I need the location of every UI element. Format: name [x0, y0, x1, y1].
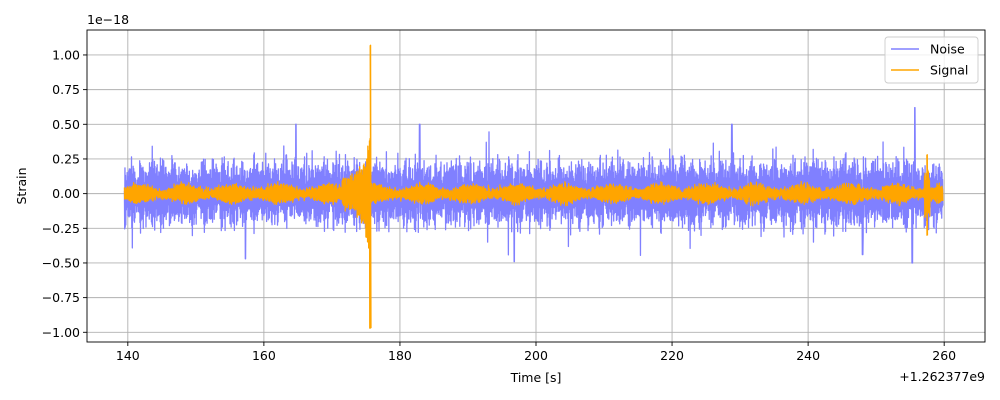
x-tick-label: 140: [116, 348, 140, 363]
grid-lines: [87, 30, 985, 342]
legend: Noise Signal: [884, 36, 979, 84]
x-axis-label: Time [s]: [510, 370, 562, 385]
y-tick-label: 1.00: [52, 47, 80, 62]
series-line-signal: [123, 44, 944, 329]
x-tick-label: 180: [388, 348, 412, 363]
y-tick-label: 0.25: [52, 151, 80, 166]
y-scale-text: 1e−18: [87, 12, 129, 27]
y-tick-label: −0.75: [42, 290, 80, 305]
y-tick-label: 0.50: [52, 117, 80, 132]
y-tick-label: −0.50: [42, 255, 80, 270]
y-tick-label: −0.25: [42, 221, 80, 236]
y-tick-label: 0.75: [52, 82, 80, 97]
y-tick-label: 0.00: [52, 186, 80, 201]
x-tick-label: 160: [252, 348, 276, 363]
x-tick-label: 220: [660, 348, 684, 363]
axis-ticks: 140 160 180 200 220 240 260 −1.00 −0.75 −0.50 −0.2…: [42, 47, 956, 363]
x-tick-label: 260: [932, 348, 956, 363]
x-tick-label: 200: [524, 348, 548, 363]
x-tick-label: 240: [796, 348, 820, 363]
y-axis-label: Strain: [14, 167, 29, 204]
y-tick-label: −1.00: [42, 325, 80, 340]
legend-label-noise: Noise: [930, 42, 965, 57]
legend-label-signal: Signal: [930, 63, 968, 78]
series-lines: [123, 44, 944, 329]
x-offset-text: +1.262377e9: [899, 369, 985, 384]
